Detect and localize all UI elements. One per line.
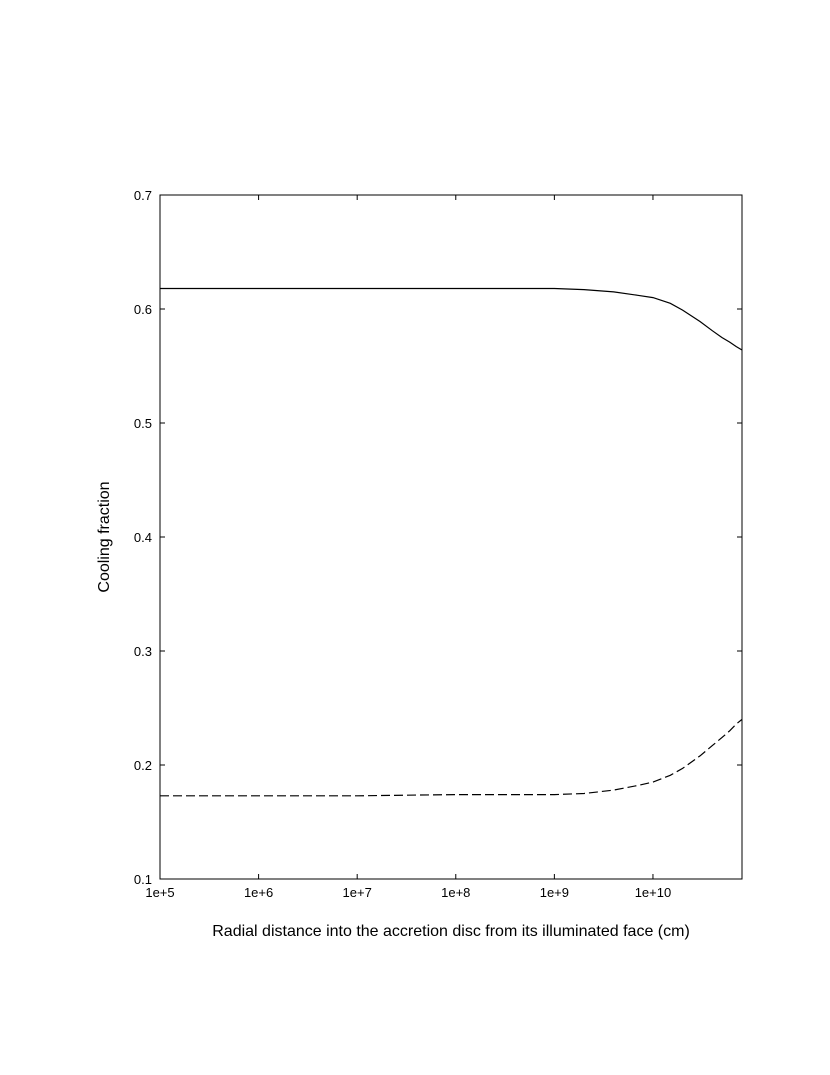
y-tick-label: 0.5 xyxy=(134,416,152,431)
series-lines xyxy=(160,287,743,797)
y-tick-label: 0.3 xyxy=(134,644,152,659)
x-tick-label: 1e+9 xyxy=(540,885,569,900)
y-tick-label: 0.1 xyxy=(134,872,152,887)
tick-labels: 1e+5 1e+6 1e+7 1e+8 1e+9 1e+10 0.1 0.2 0.3 0.4 0.5… xyxy=(134,188,671,900)
x-tick-label: 1e+7 xyxy=(343,885,372,900)
x-tick-label: 1e+10 xyxy=(635,885,672,900)
x-axis-label: Radial distance into the accretion disc … xyxy=(212,923,690,940)
x-tick-label: 1e+6 xyxy=(244,885,273,900)
y-tick-label: 0.6 xyxy=(134,302,152,317)
series-line-solid xyxy=(160,287,743,351)
y-tick-label: 0.4 xyxy=(134,530,152,545)
y-tick-label: 0.7 xyxy=(134,188,152,203)
tick-marks xyxy=(159,194,742,880)
x-tick-label: 1e+5 xyxy=(145,885,174,900)
y-tick-label: 0.2 xyxy=(134,758,152,773)
series-line-dashed xyxy=(160,718,743,797)
y-axis-label: Cooling fraction xyxy=(96,481,113,592)
x-tick-label: 1e+8 xyxy=(441,885,470,900)
